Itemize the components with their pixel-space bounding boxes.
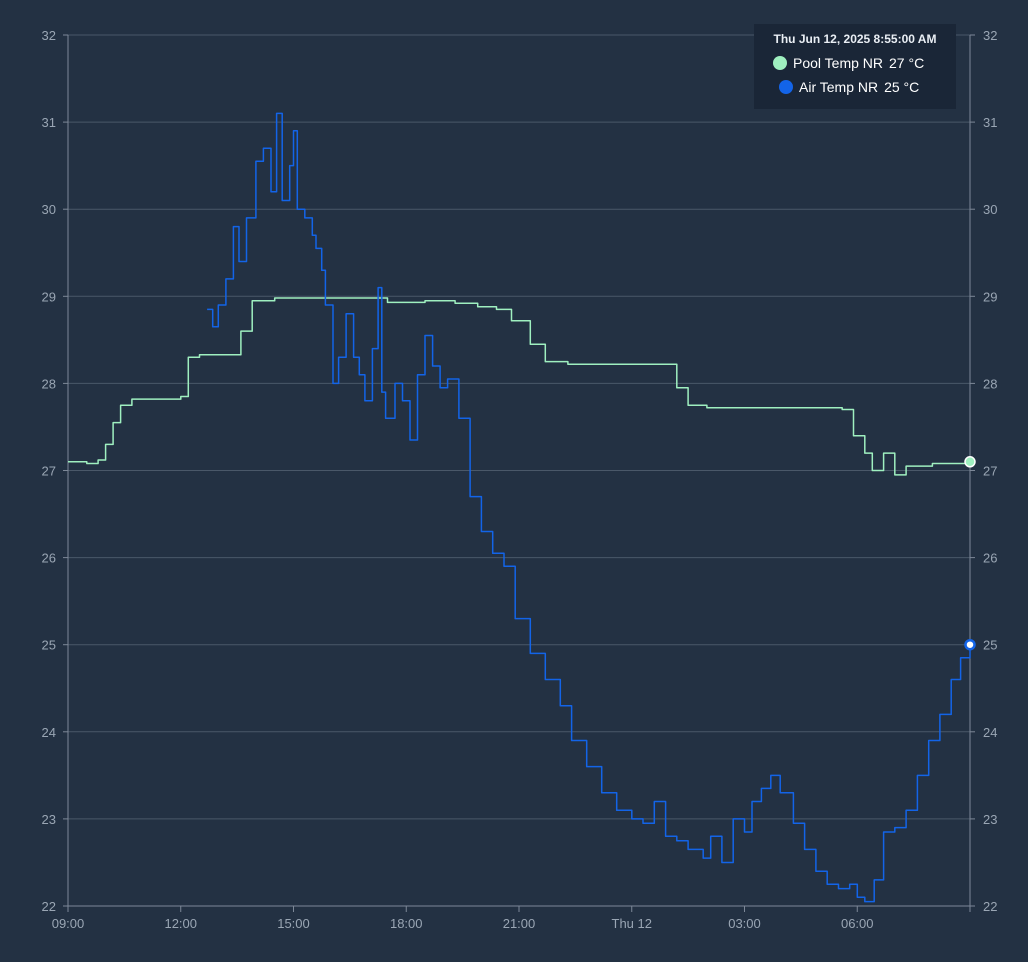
y-tick-label: 25 bbox=[42, 638, 56, 653]
tooltip-series-value: 25 °C bbox=[884, 79, 920, 95]
y-tick-label: 27 bbox=[42, 464, 56, 479]
y-tick-label: 23 bbox=[42, 812, 56, 827]
tooltip-series-value: 27 °C bbox=[889, 55, 925, 71]
y-tick-label: 22 bbox=[42, 899, 56, 914]
pool-temp-line bbox=[68, 297, 971, 476]
axis-layer: 22 22 23 23 24 24 25 25 26 26 27 27 28 28 29 29 30 30 31 31… bbox=[42, 28, 998, 931]
x-tick-label: Thu 12 bbox=[612, 916, 652, 931]
x-tick-label: 15:00 bbox=[277, 916, 310, 931]
y-tick-label: 29 bbox=[42, 289, 56, 304]
y-tick-label-right: 25 bbox=[983, 638, 997, 653]
y-tick-label-right: 32 bbox=[983, 28, 997, 43]
y-tick-label-right: 22 bbox=[983, 899, 997, 914]
tooltip-title: Thu Jun 12, 2025 8:55:00 AM bbox=[773, 32, 937, 46]
y-tick-label: 26 bbox=[42, 551, 56, 566]
y-tick-label-right: 26 bbox=[983, 551, 997, 566]
y-tick-label-right: 29 bbox=[983, 289, 997, 304]
air-temp-line bbox=[207, 112, 971, 903]
y-tick-label-right: 28 bbox=[983, 376, 997, 391]
tooltip: Thu Jun 12, 2025 8:55:00 AM Pool Temp NR… bbox=[754, 24, 956, 109]
grid-layer bbox=[68, 34, 970, 907]
pool-dot-icon bbox=[773, 56, 787, 70]
tooltip-row-pool: Pool Temp NR 27 °C bbox=[754, 51, 956, 75]
y-tick-label-right: 27 bbox=[983, 464, 997, 479]
x-tick-label: 18:00 bbox=[390, 916, 423, 931]
x-tick-label: 06:00 bbox=[841, 916, 874, 931]
marker-layer bbox=[964, 456, 976, 651]
y-tick-label: 24 bbox=[42, 725, 56, 740]
y-tick-label-right: 23 bbox=[983, 812, 997, 827]
tooltip-series-name: Air Temp NR bbox=[799, 79, 879, 95]
y-tick-label: 28 bbox=[42, 376, 56, 391]
air-temp-marker bbox=[964, 638, 976, 651]
series-layer bbox=[68, 112, 971, 903]
tooltip-row-air: Air Temp NR 25 °C bbox=[754, 75, 956, 99]
tooltip-series-name: Pool Temp NR bbox=[793, 55, 884, 71]
y-tick-label-right: 24 bbox=[983, 725, 997, 740]
x-tick-label: 12:00 bbox=[164, 916, 197, 931]
y-tick-label-right: 30 bbox=[983, 202, 997, 217]
air-dot-icon bbox=[779, 80, 793, 94]
y-tick-label: 30 bbox=[42, 202, 56, 217]
x-tick-label: 21:00 bbox=[503, 916, 536, 931]
y-tick-label: 32 bbox=[42, 28, 56, 43]
y-tick-label: 31 bbox=[42, 115, 56, 130]
y-tick-label-right: 31 bbox=[983, 115, 997, 130]
x-tick-label: 03:00 bbox=[728, 916, 761, 931]
x-tick-label: 09:00 bbox=[52, 916, 85, 931]
pool-temp-marker bbox=[964, 456, 976, 468]
